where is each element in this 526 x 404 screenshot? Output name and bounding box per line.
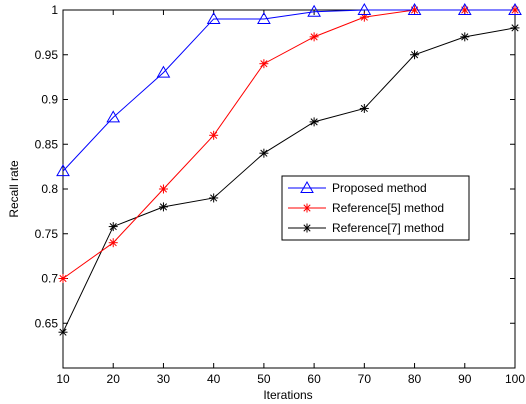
star-stroke [109, 239, 117, 247]
y-tick-label: 0.95 [35, 48, 59, 62]
data-point-proposed-method [457, 2, 472, 15]
data-point-reference-7-method [309, 117, 319, 127]
data-point-reference-7-method [158, 202, 168, 212]
data-point-reference-5-method [209, 130, 219, 140]
y-tick-label: 0.8 [41, 182, 58, 196]
x-tick-label: 40 [207, 372, 221, 386]
star-stroke [511, 24, 519, 32]
data-point-reference-7-method [510, 23, 520, 33]
y-axis-ticks: 0.65 0.7 0.75 0.8 0.85 0.9 0.95 1 [35, 3, 515, 330]
x-tick-label: 70 [358, 372, 372, 386]
y-tick-label: 1 [51, 3, 58, 17]
y-tick-label: 0.75 [35, 227, 59, 241]
legend-label: Reference[7] method [332, 221, 444, 235]
legend: Proposed method Reference[5] method Refere… [281, 175, 470, 241]
star-stroke [210, 194, 218, 202]
x-tick-label: 30 [157, 372, 171, 386]
star-stroke [260, 60, 268, 68]
y-tick-label: 0.85 [35, 137, 59, 151]
data-point-proposed-method [56, 164, 70, 177]
y-axis-label: Recall rate [7, 160, 21, 218]
data-point-reference-5-method [58, 274, 68, 283]
star-stroke [59, 274, 67, 283]
star-stroke [159, 185, 168, 193]
legend-marker [302, 203, 312, 213]
data-point-reference-5-method [108, 238, 118, 248]
data-point-reference-7-method [359, 103, 369, 113]
series-line-proposed-method [62, 9, 515, 172]
star-stroke [310, 118, 318, 126]
star-stroke [360, 104, 368, 113]
legend-label: Reference[5] method [332, 201, 444, 215]
star-stroke [210, 131, 218, 139]
legend-item-proposed-method: Proposed method [288, 180, 427, 195]
x-axis-ticks: 10 20 30 40 50 60 70 80 90 100 [56, 10, 525, 386]
x-tick-label: 20 [107, 372, 121, 386]
data-point-reference-5-method [309, 32, 319, 42]
x-tick-label: 60 [307, 372, 321, 386]
x-tick-label: 80 [408, 372, 422, 386]
data-point-proposed-method [106, 110, 121, 123]
star-stroke [461, 33, 469, 41]
x-tick-label: 90 [458, 372, 472, 386]
star-stroke [260, 149, 268, 157]
star-stroke [159, 203, 168, 211]
series-lines [62, 9, 516, 333]
x-tick-label: 50 [257, 372, 271, 386]
data-point-reference-7-method [410, 50, 420, 60]
star-stroke [310, 33, 318, 41]
star-stroke [303, 204, 311, 212]
legend-marker [300, 180, 314, 193]
data-point-proposed-method [206, 11, 221, 24]
y-tick-label: 0.9 [41, 93, 58, 107]
legend-marker [302, 223, 312, 233]
data-point-reference-7-method [259, 148, 269, 158]
data-point-proposed-method [156, 65, 171, 78]
x-axis-label: Iterations [263, 388, 312, 402]
star-stroke [109, 222, 117, 231]
legend-item-reference-5-method: Reference[5] method [288, 201, 444, 215]
data-point-proposed-method [508, 2, 522, 15]
x-tick-label: 10 [56, 372, 70, 386]
data-point-reference-5-method [259, 59, 269, 69]
series-markers [56, 2, 522, 337]
data-point-proposed-method [257, 11, 271, 24]
data-point-reference-7-method [108, 222, 118, 232]
star-stroke [59, 328, 67, 336]
data-point-proposed-method [357, 2, 372, 15]
x-tick-label: 100 [505, 372, 525, 386]
y-tick-label: 0.65 [35, 316, 59, 330]
data-point-reference-7-method [58, 327, 68, 337]
series-line-reference-7-method [62, 27, 516, 333]
data-point-proposed-method [307, 4, 321, 17]
data-point-reference-7-method [209, 193, 219, 203]
data-point-proposed-method [407, 2, 422, 15]
star-stroke [303, 224, 311, 232]
data-point-reference-5-method [158, 184, 168, 194]
data-point-reference-7-method [460, 32, 470, 42]
legend-item-reference-7-method: Reference[7] method [288, 221, 444, 235]
y-tick-label: 0.7 [41, 272, 58, 286]
legend-label: Proposed method [332, 181, 427, 195]
star-stroke [410, 51, 419, 59]
